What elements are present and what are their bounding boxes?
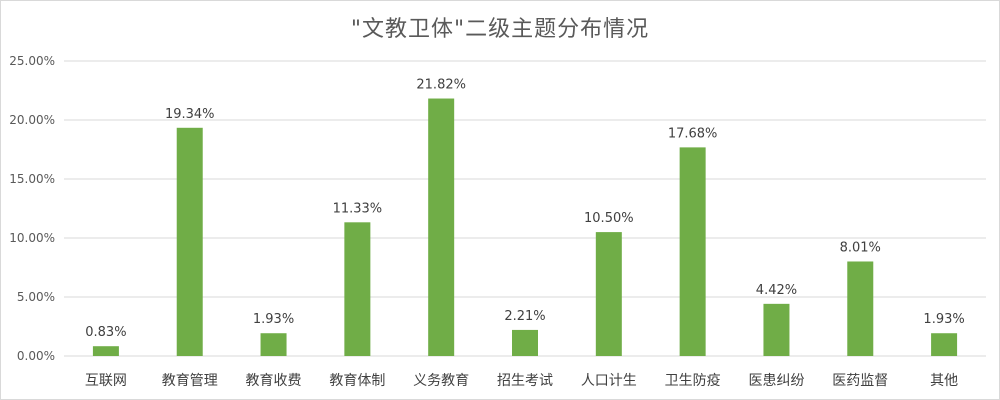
data-label: 2.21% <box>504 309 545 324</box>
y-tick-label: 0.00% <box>17 349 55 363</box>
x-tick-label: 互联网 <box>85 373 127 389</box>
data-label: 19.34% <box>165 107 215 122</box>
y-tick-label: 10.00% <box>9 231 55 245</box>
bar <box>344 222 371 356</box>
y-tick-label: 5.00% <box>17 290 55 304</box>
x-tick-label: 教育收费 <box>246 373 302 389</box>
data-label: 1.93% <box>253 312 294 327</box>
x-tick-label: 义务教育 <box>413 373 469 389</box>
bar <box>512 329 538 356</box>
bar <box>176 127 203 357</box>
x-tick-label: 教育管理 <box>162 373 218 389</box>
bar <box>260 333 287 356</box>
bar <box>595 232 622 356</box>
bar <box>847 261 874 356</box>
y-tick-label: 25.00% <box>9 54 55 68</box>
data-label: 4.42% <box>756 283 797 298</box>
data-label: 11.33% <box>333 201 383 216</box>
data-label: 17.68% <box>668 126 718 141</box>
x-tick-label: 医药监督 <box>832 373 888 389</box>
bar <box>931 333 958 356</box>
x-tick-label: 其他 <box>930 373 958 389</box>
data-label: 21.82% <box>416 78 466 93</box>
x-tick-label: 教育体制 <box>329 373 385 389</box>
data-label: 8.01% <box>840 240 881 255</box>
bar <box>92 346 119 356</box>
x-tick-label: 医患纠纷 <box>748 373 804 389</box>
chart-title: "文教卫体"二级主题分布情况 <box>350 17 650 42</box>
bar <box>428 98 455 357</box>
y-tick-label: 20.00% <box>9 113 55 127</box>
x-tick-label: 人口计生 <box>581 373 637 389</box>
x-tick-label: 招生考试 <box>497 373 553 389</box>
data-label: 10.50% <box>584 211 634 226</box>
x-tick-label: 卫生防疫 <box>665 373 721 389</box>
data-label: 1.93% <box>923 312 964 327</box>
y-tick-label: 15.00% <box>9 172 55 186</box>
bar <box>679 147 706 356</box>
data-label: 0.83% <box>85 325 126 340</box>
bar <box>763 303 790 356</box>
